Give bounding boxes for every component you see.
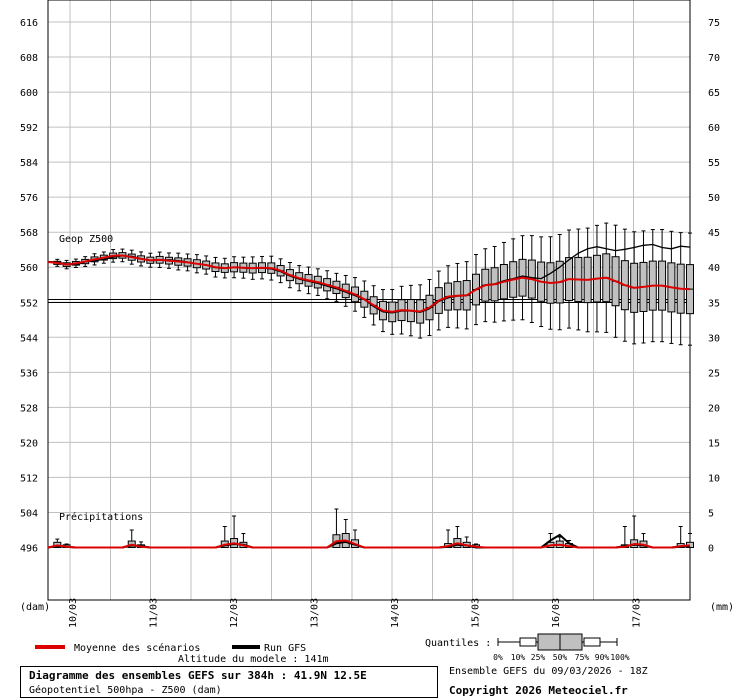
left-tick-label: 512	[20, 473, 38, 484]
left-tick-label: 504	[20, 508, 38, 519]
legend-quantile-tick: 25%	[531, 653, 546, 662]
legend-quantile-tick: 75%	[575, 653, 590, 662]
legend-quantiles-label: Quantiles :	[425, 638, 491, 649]
x-tick-label: 12/03	[229, 598, 240, 628]
geop-boxes	[53, 222, 694, 346]
right-tick-label: 45	[708, 228, 720, 239]
right-tick-label: 65	[708, 88, 720, 99]
right-tick-label: 15	[708, 438, 720, 449]
legend-quantile-tick: 0%	[493, 653, 503, 662]
copyright: Copyright 2026 Meteociel.fr	[449, 684, 628, 697]
legend: Moyenne des scénarios Run GFS Quantiles :0…	[35, 633, 630, 662]
x-tick-label: 10/03	[68, 598, 79, 628]
left-axis-unit: (dam)	[20, 602, 50, 613]
left-tick-label: 608	[20, 53, 38, 64]
info-box: Diagramme des ensembles GEFS sur 384h : …	[20, 666, 438, 698]
legend-quantile-tick: 50%	[553, 653, 568, 662]
left-tick-label: 600	[20, 88, 38, 99]
right-tick-label: 5	[708, 508, 714, 519]
diagram-title: Diagramme des ensembles GEFS sur 384h : …	[29, 669, 367, 682]
right-tick-label: 10	[708, 473, 720, 484]
series-lines	[47, 243, 691, 549]
legend-run-label: Run GFS	[264, 643, 306, 654]
left-tick-label: 560	[20, 263, 38, 274]
left-tick-label: 520	[20, 438, 38, 449]
ensemble-date: Ensemble GEFS du 09/03/2026 - 18Z	[449, 666, 648, 677]
x-tick-label: 17/03	[632, 598, 643, 628]
diagram-subtitle: Géopotentiel 500hpa - Z500 (dam)	[29, 685, 222, 696]
altitude-text: Altitude du modele : 141m	[178, 654, 329, 665]
right-tick-label: 35	[708, 298, 720, 309]
legend-quantile-tick: 100%	[610, 653, 629, 662]
right-tick-label: 40	[708, 263, 720, 274]
left-tick-label: 528	[20, 403, 38, 414]
legend-mean-label: Moyenne des scénarios	[74, 642, 200, 654]
right-tick-label: 30	[708, 333, 720, 344]
right-tick-label: 20	[708, 403, 720, 414]
right-tick-label: 70	[708, 53, 720, 64]
left-tick-label: 552	[20, 298, 38, 309]
left-tick-label: 592	[20, 123, 38, 134]
x-tick-label: 11/03	[149, 598, 160, 628]
right-tick-label: 75	[708, 18, 720, 29]
geop-mean-line	[47, 254, 691, 313]
precip-mean-line	[47, 539, 691, 549]
x-tick-label: 14/03	[390, 598, 401, 628]
chart-grid	[48, 0, 690, 600]
left-tick-label: 544	[20, 333, 38, 344]
right-axis-unit: (mm)	[710, 602, 734, 613]
left-tick-label: 584	[20, 158, 38, 169]
right-tick-label: 50	[708, 193, 720, 204]
geop-label: Geop Z500	[59, 234, 113, 245]
right-tick-label: 25	[708, 368, 720, 379]
legend-quantile-tick: 90%	[595, 653, 610, 662]
left-tick-label: 568	[20, 228, 38, 239]
right-tick-label: 0	[708, 544, 714, 555]
left-tick-label: 576	[20, 193, 38, 204]
x-tick-label: 13/03	[310, 598, 321, 628]
right-tick-label: 55	[708, 158, 720, 169]
precip-boxes	[53, 508, 694, 549]
x-tick-label: 15/03	[471, 598, 482, 628]
right-tick-label: 60	[708, 123, 720, 134]
legend-quantile-10	[519, 637, 537, 647]
left-tick-label: 536	[20, 368, 38, 379]
left-tick-label: 616	[20, 18, 38, 29]
precip-label: Précipitations	[59, 511, 143, 523]
left-tick-label: 496	[20, 544, 38, 555]
legend-quantile-tick: 10%	[511, 653, 526, 662]
x-tick-label: 16/03	[551, 598, 562, 628]
legend-quantile-90	[583, 637, 601, 647]
